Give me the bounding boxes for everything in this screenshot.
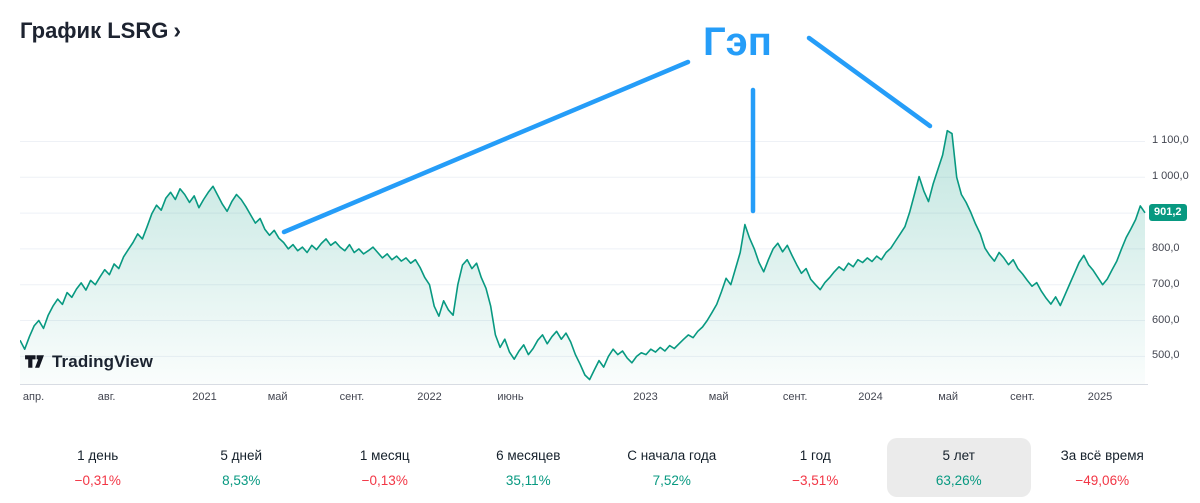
period-label: За всё время: [1060, 448, 1144, 463]
chevron-right-icon: ›: [173, 17, 181, 43]
tradingview-logo-text: TradingView: [52, 351, 153, 371]
x-axis-label: 2023: [633, 391, 658, 403]
period-tab-5[interactable]: С начала года 7,52%: [600, 438, 744, 497]
period-label: 1 день: [77, 448, 119, 463]
gap-annotation-line: [806, 35, 933, 129]
period-label: 6 месяцев: [496, 448, 561, 463]
x-axis-label: 2021: [192, 391, 217, 403]
y-axis-label: 500,0: [1152, 349, 1180, 362]
period-tab-3[interactable]: 1 месяц −0,13%: [313, 438, 457, 497]
x-axis-label: май: [708, 391, 729, 403]
period-tab-8[interactable]: За всё время −49,06%: [1031, 438, 1175, 497]
period-tab-1[interactable]: 1 день −0,31%: [26, 438, 170, 497]
period-value: 35,11%: [505, 473, 551, 488]
period-label: С начала года: [627, 448, 717, 463]
price-badge: 901,2: [1149, 203, 1187, 221]
period-value: 63,26%: [935, 473, 982, 488]
x-axis-label: июнь: [497, 391, 524, 403]
period-label: 1 год: [799, 448, 831, 463]
tradingview-logo-icon: [25, 355, 44, 368]
area-fill: [20, 130, 1145, 385]
y-axis-label: 1 000,0: [1152, 170, 1189, 183]
period-value: −0,13%: [361, 473, 408, 488]
period-value: −0,31%: [74, 473, 121, 488]
x-axis-line: [20, 384, 1148, 385]
x-axis[interactable]: апр. авг. 2021 май сент. 2022 июнь 2023 май сент.…: [0, 391, 1200, 407]
x-axis-label: 2024: [858, 391, 883, 403]
x-axis-label: апр.: [22, 391, 45, 403]
period-tab-7[interactable]: 5 лет 63,26%: [887, 438, 1031, 497]
period-value: −49,06%: [1075, 473, 1130, 488]
x-axis-label: авг.: [97, 391, 116, 403]
period-tab-4[interactable]: 6 месяцев 35,11%: [457, 438, 601, 497]
period-label: 5 дней: [220, 448, 263, 463]
x-axis-label: май: [267, 391, 288, 403]
x-axis-label: сент.: [1010, 391, 1035, 403]
period-value: 8,53%: [222, 473, 261, 488]
y-axis-label: 1 100,0: [1152, 134, 1189, 147]
period-value: −3,51%: [792, 473, 839, 488]
period-tab-2[interactable]: 5 дней 8,53%: [170, 438, 314, 497]
page-title-text: График LSRG: [20, 18, 169, 43]
period-label: 1 месяц: [359, 448, 410, 463]
period-tab-6[interactable]: 1 год −3,51%: [744, 438, 888, 497]
gap-annotation-label: Гэп: [703, 20, 772, 64]
x-axis-label: май: [938, 391, 959, 403]
y-axis-label: 600,0: [1152, 313, 1180, 326]
period-value: 7,52%: [652, 473, 691, 488]
page-title[interactable]: График LSRG ›: [20, 18, 181, 44]
period-label: 5 лет: [942, 448, 975, 463]
price-area-chart[interactable]: [20, 120, 1148, 385]
x-axis-label: сент.: [339, 391, 365, 403]
y-axis-label: 800,0: [1152, 241, 1180, 254]
y-axis-label: 700,0: [1152, 277, 1180, 290]
x-axis-label: сент.: [782, 391, 808, 403]
period-selector: 1 день −0,31% 5 дней 8,53% 1 месяц −0,13% 6 ме…: [26, 438, 1174, 497]
price-line: [20, 129, 1146, 381]
x-axis-label: 2022: [417, 391, 442, 403]
x-axis-label: 2025: [1087, 391, 1113, 403]
tradingview-logo[interactable]: TradingView: [24, 351, 153, 372]
